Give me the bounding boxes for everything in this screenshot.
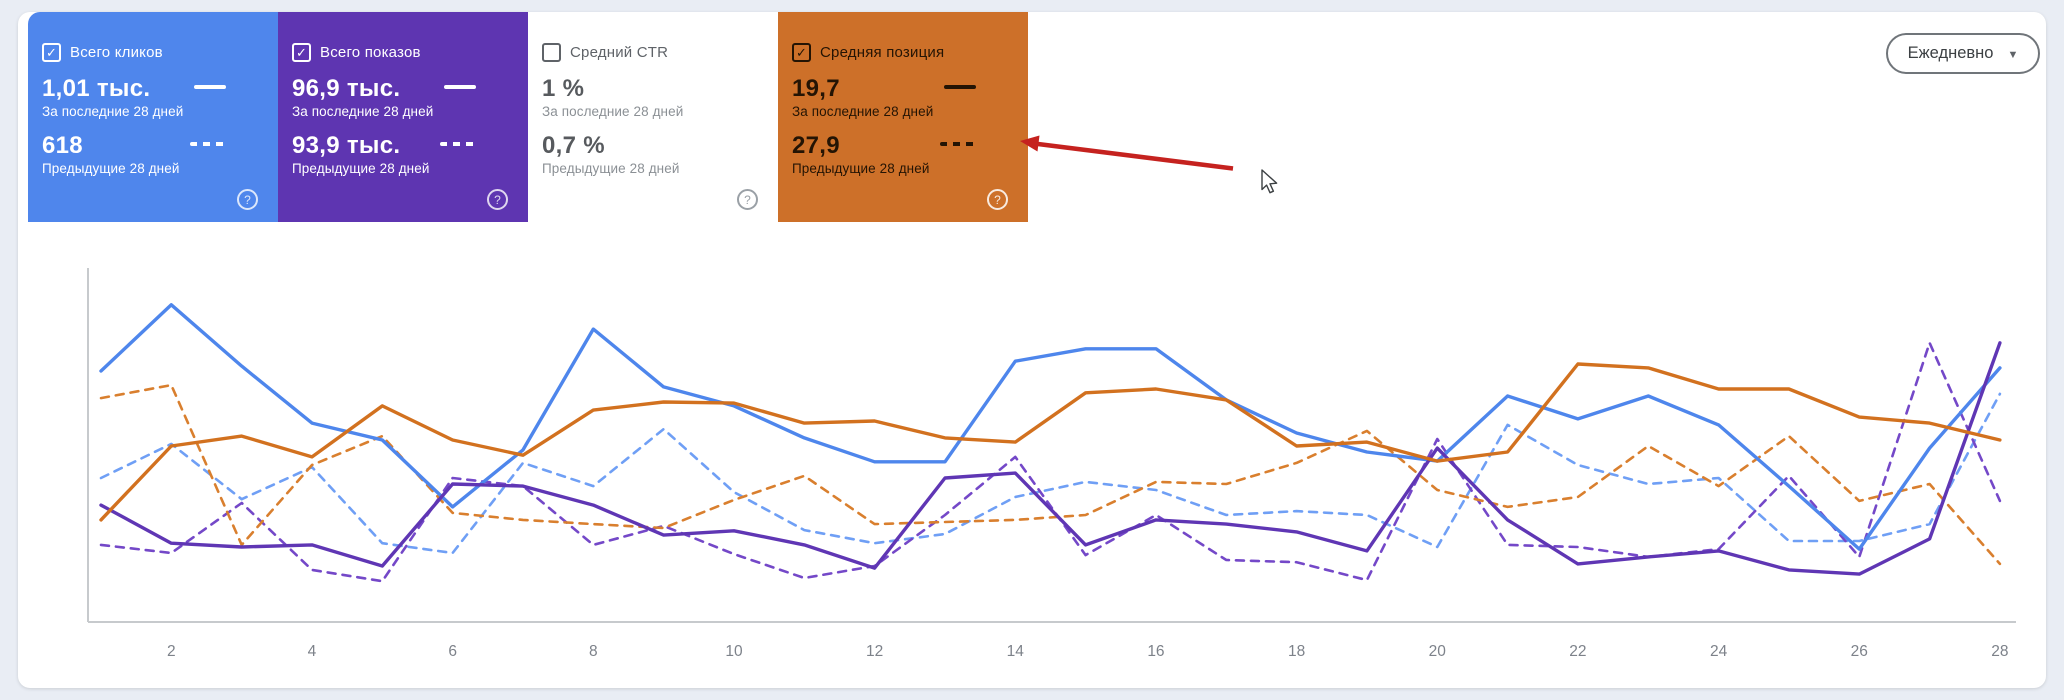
metric-previous-label: Предыдущие 28 дней — [792, 161, 930, 176]
metric-toggle-total-impressions[interactable]: ✓ Всего показов — [292, 42, 512, 62]
metric-cards-row: ✓ Всего кликов 1,01 тыс. За последние 28… — [28, 12, 1028, 222]
metric-toggle-average-position[interactable]: ✓ Средняя позиция — [792, 42, 1012, 62]
metric-card-title: Средняя позиция — [820, 43, 945, 61]
help-icon[interactable]: ? — [237, 189, 258, 210]
metric-previous-value: 618 — [42, 132, 83, 159]
checkbox-checked-icon[interactable]: ✓ — [292, 42, 311, 62]
metric-current-value: 1,01 тыс. — [42, 75, 151, 102]
help-icon[interactable]: ? — [987, 189, 1008, 210]
dashed-line-legend-marker — [440, 142, 476, 146]
solid-line-legend-marker — [194, 85, 226, 89]
chevron-down-icon: ▼ — [2007, 48, 2019, 61]
dashed-line-legend-marker — [190, 142, 226, 146]
metric-card-total-impressions[interactable]: ✓ Всего показов 96,9 тыс. За последние 2… — [278, 12, 528, 222]
metric-toggle-total-clicks[interactable]: ✓ Всего кликов — [42, 42, 262, 62]
help-icon[interactable]: ? — [737, 189, 758, 210]
metric-current-value: 19,7 — [792, 75, 840, 102]
metric-card-average-position[interactable]: ✓ Средняя позиция 19,7 За последние 28 д… — [778, 12, 1028, 222]
metric-card-title: Средний CTR — [570, 43, 669, 61]
metric-current-label: За последние 28 дней — [792, 104, 934, 119]
metric-current-value: 96,9 тыс. — [292, 75, 401, 102]
metric-current-label: За последние 28 дней — [542, 104, 684, 119]
metric-card-title: Всего показов — [320, 43, 421, 61]
metric-current-value: 1 % — [542, 75, 585, 102]
checkbox-unchecked-icon[interactable] — [542, 42, 561, 62]
metric-current-label: За последние 28 дней — [42, 104, 184, 119]
granularity-dropdown[interactable]: Ежедневно ▼ — [1886, 33, 2040, 74]
granularity-dropdown-label: Ежедневно — [1907, 44, 1994, 62]
solid-line-legend-marker — [444, 85, 476, 89]
metric-card-title: Всего кликов — [70, 43, 163, 61]
solid-line-legend-marker — [944, 85, 976, 89]
metric-toggle-average-ctr[interactable]: Средний CTR — [542, 42, 762, 62]
metric-previous-label: Предыдущие 28 дней — [542, 161, 680, 176]
metric-current-label: За последние 28 дней — [292, 104, 434, 119]
metric-previous-value: 27,9 — [792, 132, 840, 159]
content-panel: ✓ Всего кликов 1,01 тыс. За последние 28… — [18, 12, 2046, 688]
dashed-line-legend-marker — [940, 142, 976, 146]
help-icon[interactable]: ? — [487, 189, 508, 210]
metric-previous-value: 0,7 % — [542, 132, 605, 159]
checkbox-checked-icon[interactable]: ✓ — [792, 42, 811, 62]
metric-previous-label: Предыдущие 28 дней — [42, 161, 180, 176]
metric-previous-label: Предыдущие 28 дней — [292, 161, 430, 176]
metric-card-total-clicks[interactable]: ✓ Всего кликов 1,01 тыс. За последние 28… — [28, 12, 278, 222]
metric-card-average-ctr[interactable]: Средний CTR 1 % За последние 28 дней 0,7… — [528, 12, 778, 222]
checkbox-checked-icon[interactable]: ✓ — [42, 42, 61, 62]
metric-previous-value: 93,9 тыс. — [292, 132, 401, 159]
